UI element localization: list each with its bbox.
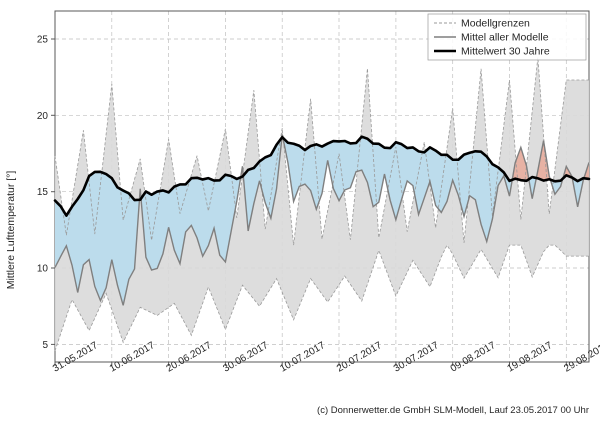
- svg-text:20.06.2017: 20.06.2017: [165, 340, 214, 375]
- svg-text:25: 25: [37, 35, 49, 46]
- svg-text:19.08.2017: 19.08.2017: [506, 340, 555, 375]
- svg-text:(c) Donnerwetter.de GmbH SLM-M: (c) Donnerwetter.de GmbH SLM-Modell, Lau…: [317, 405, 589, 416]
- svg-text:5: 5: [42, 340, 48, 351]
- svg-text:20: 20: [37, 111, 49, 122]
- svg-text:31.05.2017: 31.05.2017: [51, 340, 100, 375]
- svg-text:Mittelwert 30 Jahre: Mittelwert 30 Jahre: [461, 46, 550, 58]
- svg-text:09.08.2017: 09.08.2017: [449, 340, 498, 375]
- svg-text:Mittel aller Modelle: Mittel aller Modelle: [461, 32, 549, 44]
- svg-text:20.07.2017: 20.07.2017: [335, 340, 384, 375]
- svg-text:30.07.2017: 30.07.2017: [392, 340, 441, 375]
- svg-text:Mittlere Lufttemperatur [°]: Mittlere Lufttemperatur [°]: [5, 171, 17, 290]
- svg-text:29.08.2017: 29.08.2017: [562, 340, 600, 375]
- svg-text:10: 10: [37, 264, 49, 275]
- svg-text:10.06.2017: 10.06.2017: [108, 340, 157, 375]
- svg-text:Modellgrenzen: Modellgrenzen: [461, 18, 530, 30]
- svg-text:15: 15: [37, 187, 49, 198]
- svg-text:30.06.2017: 30.06.2017: [221, 340, 270, 375]
- svg-text:10.07.2017: 10.07.2017: [278, 340, 327, 375]
